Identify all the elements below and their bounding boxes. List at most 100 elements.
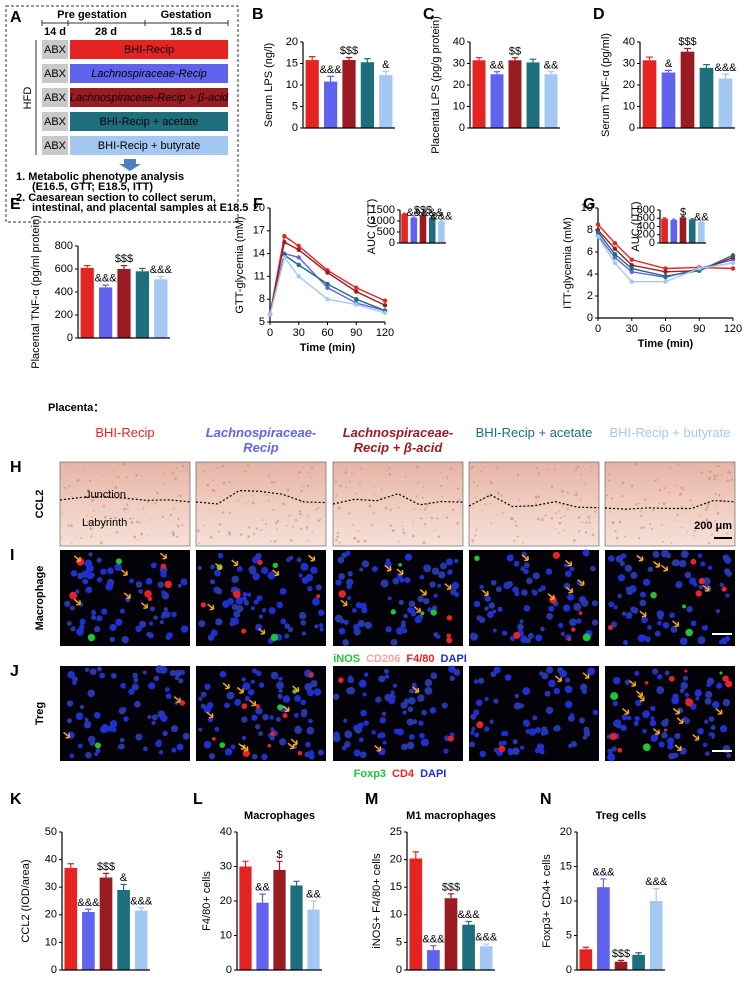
nucleus (611, 746, 617, 752)
nucleus (335, 579, 342, 586)
nucleus (105, 582, 114, 591)
error-bar (600, 878, 607, 888)
fluorescence-image (333, 666, 463, 761)
nucleus (390, 638, 398, 646)
nucleus (591, 600, 598, 607)
y-tick-label: 6 (587, 246, 593, 258)
tissue-speck (639, 509, 642, 512)
nucleus (707, 565, 713, 570)
tissue-speck (550, 516, 554, 520)
nucleus (408, 734, 415, 740)
tissue-speck (186, 469, 189, 471)
y-tick-label: 1500 (371, 204, 395, 216)
nucleus (654, 630, 661, 637)
tissue-speck (419, 508, 422, 511)
nucleus (678, 559, 687, 568)
significance: $$ (509, 45, 521, 57)
tissue-speck (412, 521, 414, 523)
stained-cell (650, 591, 657, 599)
error-bar (421, 213, 425, 216)
tissue-speck (355, 492, 357, 495)
tissue-speck (351, 472, 353, 475)
y-tick-label: 30 (220, 860, 232, 872)
nucleus (407, 607, 414, 614)
significance: && (694, 211, 709, 223)
nucleus (357, 722, 364, 729)
tissue-speck (211, 489, 215, 492)
nucleus (705, 690, 713, 699)
tissue-speck (452, 467, 455, 470)
tissue-speck (432, 530, 434, 532)
tissue-speck (581, 521, 583, 524)
tissue-speck (359, 465, 362, 468)
nucleus (262, 713, 269, 721)
tissue-speck (66, 474, 68, 476)
y-tick-label: 25 (390, 826, 402, 838)
tissue-speck (729, 471, 732, 475)
tissue-speck (241, 495, 243, 497)
tissue-speck (237, 499, 239, 502)
nucleus (453, 669, 461, 676)
tissue-speck (86, 521, 89, 523)
nucleus (431, 567, 440, 575)
bar (688, 219, 696, 243)
nucleus (684, 571, 692, 579)
nucleus (181, 626, 187, 632)
tissue-speck (678, 494, 681, 497)
tissue-speck (480, 470, 483, 473)
y-axis-label: iNOS+ F4/80+ cells (371, 853, 383, 949)
data-point (629, 269, 634, 274)
nucleus (381, 711, 387, 716)
tissue-speck (148, 534, 150, 536)
nucleus (359, 751, 367, 759)
error-bar (483, 943, 490, 947)
tissue-speck (172, 507, 175, 510)
tissue-speck (117, 476, 120, 479)
junction-boundary (59, 496, 191, 503)
tissue-speck (706, 524, 709, 526)
y-tick-label: 40 (623, 36, 635, 48)
nucleus (470, 730, 475, 736)
tissue-speck (103, 475, 105, 478)
nucleus (419, 574, 425, 580)
tissue-speck (514, 520, 517, 523)
nucleus (91, 615, 97, 621)
nucleus (157, 581, 164, 588)
nucleus (630, 571, 638, 579)
significance: &&& (421, 207, 444, 219)
tissue-speck (71, 542, 73, 545)
significance: && (306, 889, 321, 901)
tissue-speck (574, 468, 578, 471)
nucleus (621, 714, 628, 721)
nucleus (278, 676, 283, 682)
data-point (296, 274, 301, 279)
tissue-speck (421, 496, 424, 499)
nucleus (617, 574, 626, 582)
nucleus (332, 734, 341, 743)
tissue-speck (125, 503, 129, 506)
nucleus (417, 595, 424, 603)
tissue-speck (307, 472, 310, 475)
tissue-speck (510, 517, 513, 521)
tissue-speck (334, 480, 338, 483)
nucleus (176, 743, 184, 751)
nucleus (662, 622, 670, 629)
tissue-speck (319, 518, 322, 521)
y-tick-label: 40 (220, 826, 232, 838)
y-tick-label: 500 (377, 226, 395, 238)
stained-cell (297, 750, 303, 756)
bar (661, 72, 676, 128)
error-bar (547, 71, 555, 75)
nucleus (170, 725, 179, 733)
x-axis-label: Time (min) (300, 342, 356, 354)
nucleus (163, 607, 168, 612)
tissue-speck (125, 476, 128, 479)
nucleus (647, 566, 653, 573)
tissue-speck (606, 494, 609, 497)
tissue-speck (535, 466, 538, 469)
y-tick-label: 600 (637, 212, 655, 224)
nucleus (473, 709, 480, 716)
tissue-speck (449, 467, 452, 470)
tissue-speck (217, 530, 220, 533)
significance: $ (680, 207, 686, 219)
